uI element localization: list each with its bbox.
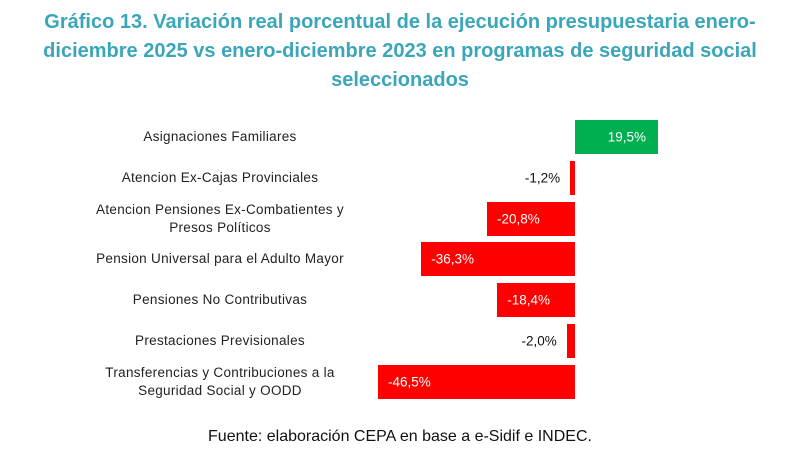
value-label: -46,5%: [388, 374, 431, 390]
value-label: -36,3%: [431, 251, 475, 267]
chart-title: Gráfico 13. Variación real porcentual de…: [43, 11, 757, 91]
bar: [487, 201, 576, 236]
category-label: Transferencias y Contribuciones a la Seg…: [105, 364, 335, 398]
bar: [421, 242, 576, 277]
value-label: -1,2%: [524, 170, 561, 186]
category-label: Prestaciones Previsionales: [135, 333, 305, 348]
category-label: Atencion Pensiones Ex-Combatientes y Pre…: [96, 201, 344, 235]
category-label: Atencion Ex-Cajas Provinciales: [121, 169, 319, 185]
bar: [497, 283, 576, 318]
category-label: Pension Universal para el Adulto Mayor: [96, 251, 344, 267]
value-label: -18,4%: [507, 292, 550, 308]
source-note: Fuente: elaboración CEPA en base a e-Sid…: [208, 428, 592, 445]
value-label: 19,5%: [607, 129, 646, 145]
bar: [575, 120, 658, 154]
bar: [570, 160, 576, 195]
bar: [566, 324, 576, 358]
value-label: -20,8%: [497, 211, 540, 227]
category-label: Asignaciones Familiares: [143, 129, 297, 144]
category-label: Pensiones No Contributivas: [132, 292, 308, 308]
value-label: -2,0%: [521, 333, 557, 349]
bar: [378, 364, 576, 399]
